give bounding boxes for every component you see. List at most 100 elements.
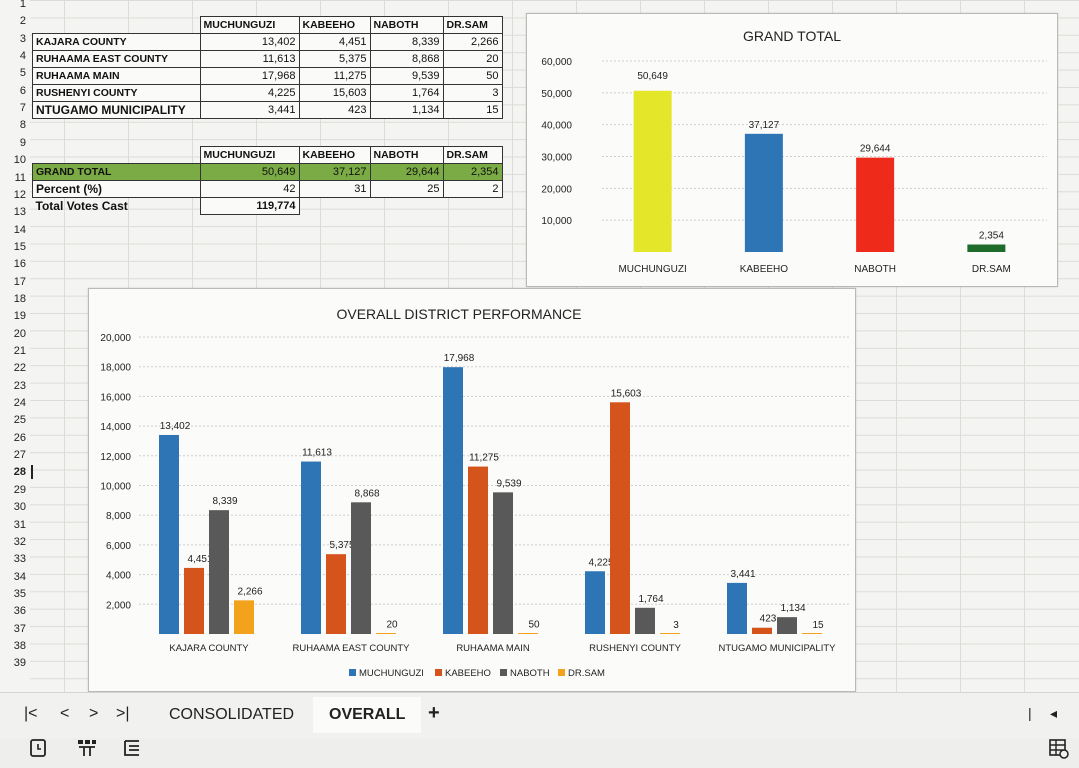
format-icon[interactable] xyxy=(76,738,98,763)
vote-cell[interactable]: 11,275 xyxy=(298,67,371,85)
vote-cell[interactable]: 3 xyxy=(442,84,503,102)
vote-cell[interactable]: 3,441 xyxy=(199,101,300,119)
row-header[interactable]: 10 xyxy=(13,154,26,167)
vote-cell[interactable]: 20 xyxy=(442,50,503,68)
row-header[interactable]: 29 xyxy=(13,483,26,496)
district-name-cell[interactable]: RUSHENYI COUNTY xyxy=(32,84,201,102)
vote-cell[interactable]: 1,764 xyxy=(369,84,444,102)
row-header[interactable]: 25 xyxy=(13,414,26,427)
grand-total-naboth[interactable]: 29,644 xyxy=(369,163,444,181)
add-sheet-button[interactable]: + xyxy=(428,702,440,724)
summary-header-muchunguzi[interactable]: MUCHUNGUZI xyxy=(199,146,300,164)
row-header[interactable]: 18 xyxy=(13,292,26,305)
vote-cell[interactable]: 8,868 xyxy=(369,50,444,68)
vote-cell[interactable]: 9,539 xyxy=(369,67,444,85)
vote-cell[interactable]: 50 xyxy=(442,67,503,85)
row-header[interactable]: 21 xyxy=(13,345,26,357)
vote-cell[interactable]: 4,451 xyxy=(298,33,371,51)
row-header[interactable]: 28 xyxy=(13,466,26,479)
row-header[interactable]: 37 xyxy=(13,622,26,635)
row-header[interactable]: 8 xyxy=(19,119,26,132)
percent-drsam[interactable]: 2 xyxy=(442,180,503,198)
row-header[interactable]: 22 xyxy=(13,362,26,375)
vote-cell[interactable]: 15,603 xyxy=(298,84,371,102)
row-header[interactable]: 9 xyxy=(19,136,26,149)
row-header[interactable]: 17 xyxy=(13,275,26,288)
tab-overall[interactable]: OVERALL xyxy=(313,697,422,733)
scroll-left-button[interactable]: ◂ xyxy=(1050,705,1058,721)
row-header[interactable]: 38 xyxy=(13,639,26,652)
total-votes-label[interactable]: Total Votes Cast xyxy=(35,199,128,214)
row-header[interactable]: 1 xyxy=(19,0,26,10)
bar-naboth xyxy=(777,617,797,634)
row-header[interactable]: 11 xyxy=(14,171,26,184)
vote-cell[interactable]: 1,134 xyxy=(369,101,444,119)
row-header[interactable]: 35 xyxy=(13,587,26,600)
district-performance-chart[interactable]: OVERALL DISTRICT PERFORMANCE 2,000 4,000 6,… xyxy=(88,288,856,692)
row-header[interactable]: 26 xyxy=(13,431,26,444)
row-header[interactable]: 3 xyxy=(19,32,26,45)
row-header[interactable]: 7 xyxy=(19,102,26,115)
row-header[interactable]: 19 xyxy=(13,310,26,323)
row-header[interactable]: 16 xyxy=(13,258,26,271)
row-header[interactable]: 14 xyxy=(13,223,26,236)
percent-muchunguzi[interactable]: 42 xyxy=(199,180,300,198)
row-header[interactable]: 12 xyxy=(13,188,26,201)
summary-header-drsam[interactable]: DR.SAM xyxy=(442,146,503,164)
header-kabeeho[interactable]: KABEEHO xyxy=(298,16,371,34)
row-header[interactable]: 33 xyxy=(13,553,26,566)
row-header[interactable]: 6 xyxy=(19,84,26,97)
sheet-view-icon[interactable] xyxy=(1048,738,1070,765)
sheet-icon[interactable] xyxy=(28,738,48,763)
total-votes-value[interactable]: 119,774 xyxy=(199,197,300,215)
prev-sheet-button[interactable]: < xyxy=(60,705,70,722)
row-header[interactable]: 27 xyxy=(13,449,26,462)
percent-naboth[interactable]: 25 xyxy=(369,180,444,198)
grand-total-muchunguzi[interactable]: 50,649 xyxy=(199,163,300,181)
header-muchunguzi[interactable]: MUCHUNGUZI xyxy=(199,16,300,34)
row-header[interactable]: 36 xyxy=(13,605,26,618)
row-header[interactable]: 4 xyxy=(19,50,26,63)
vote-cell[interactable]: 8,339 xyxy=(369,33,444,51)
row-header[interactable]: 23 xyxy=(13,379,26,392)
vote-cell[interactable]: 15 xyxy=(442,101,503,119)
row-header[interactable]: 13 xyxy=(13,206,26,219)
summary-header-naboth[interactable]: NABOTH xyxy=(369,146,444,164)
row-header[interactable]: 31 xyxy=(13,518,26,531)
first-sheet-button[interactable]: |< xyxy=(24,705,38,722)
district-name-cell[interactable]: RUHAAMA EAST COUNTY xyxy=(32,50,201,68)
vote-cell[interactable]: 2,266 xyxy=(442,33,503,51)
next-sheet-button[interactable]: > xyxy=(89,705,99,722)
tab-consolidated[interactable]: CONSOLIDATED xyxy=(169,706,295,723)
header-drsam[interactable]: DR.SAM xyxy=(442,16,503,34)
row-header[interactable]: 34 xyxy=(13,570,26,583)
row-header[interactable]: 20 xyxy=(13,327,26,340)
grand-total-kabeeho[interactable]: 37,127 xyxy=(298,163,371,181)
row-header[interactable]: 30 xyxy=(13,501,26,514)
vote-cell[interactable]: 13,402 xyxy=(199,33,300,51)
grand-total-label[interactable]: GRAND TOTAL xyxy=(32,163,201,181)
percent-label[interactable]: Percent (%) xyxy=(32,180,201,198)
row-header[interactable]: 15 xyxy=(13,240,26,253)
district-name-cell[interactable]: RUHAAMA MAIN xyxy=(32,67,201,85)
row-header[interactable]: 5 xyxy=(19,67,26,80)
row-header[interactable]: 2 xyxy=(19,15,26,28)
district-name-cell[interactable]: KAJARA COUNTY xyxy=(32,33,201,51)
vote-cell[interactable]: 5,375 xyxy=(298,50,371,68)
grand-total-drsam[interactable]: 2,354 xyxy=(442,163,503,181)
row-header[interactable]: 24 xyxy=(13,397,26,410)
vote-cell[interactable]: 17,968 xyxy=(199,67,300,85)
grand-total-chart[interactable]: GRAND TOTAL 10,000 20,000 30,000 40,000 50,00… xyxy=(526,13,1058,287)
vote-cell[interactable]: 11,613 xyxy=(199,50,300,68)
header-naboth[interactable]: NABOTH xyxy=(369,16,444,34)
data-label: 9,539 xyxy=(496,478,521,489)
vote-cell[interactable]: 4,225 xyxy=(199,84,300,102)
list-icon[interactable] xyxy=(122,738,142,763)
district-name-cell[interactable]: NTUGAMO MUNICIPALITY xyxy=(32,101,201,119)
row-header[interactable]: 39 xyxy=(13,657,26,670)
row-header[interactable]: 32 xyxy=(13,535,26,548)
vote-cell[interactable]: 423 xyxy=(298,101,371,119)
summary-header-kabeeho[interactable]: KABEEHO xyxy=(298,146,371,164)
percent-kabeeho[interactable]: 31 xyxy=(298,180,371,198)
last-sheet-button[interactable]: >| xyxy=(116,705,130,722)
